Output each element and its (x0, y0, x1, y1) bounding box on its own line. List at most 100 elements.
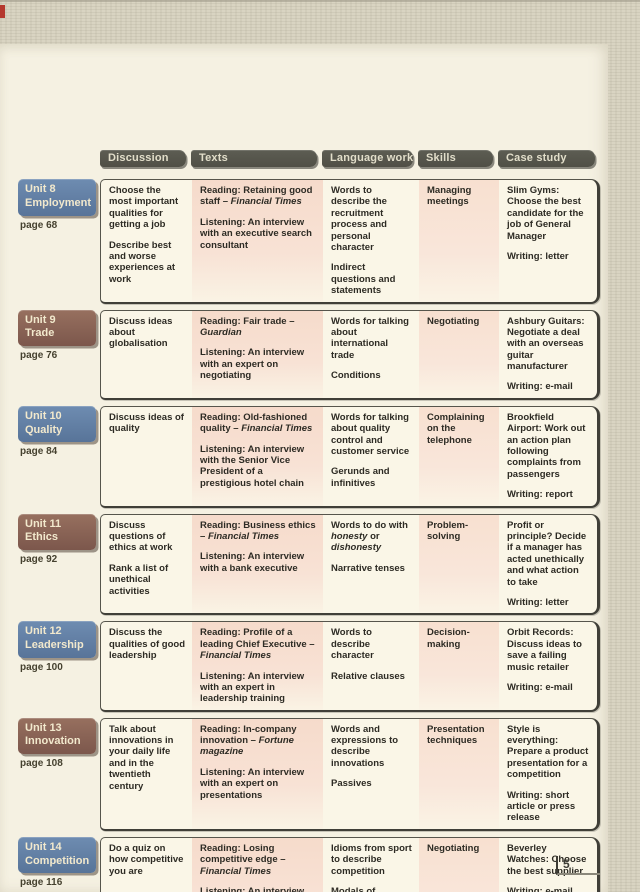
text-segment: Reading: (200, 411, 241, 423)
text-segment: Describe best and worse experiences at w… (109, 239, 176, 285)
text-segment: Words to describe the recruitment proces… (331, 185, 387, 253)
cell-paragraph: Words for talking about quality control … (331, 412, 412, 458)
cell-paragraph: Words and expressions to describe innova… (331, 724, 412, 770)
text-segment: Fair trade – (240, 315, 295, 327)
text-segment: Reading: (200, 627, 241, 639)
cell-paragraph: Problem-solving (427, 520, 492, 543)
text-segment: Negotiating (427, 315, 480, 327)
column-header-case-study: Case study (498, 150, 595, 167)
cell-paragraph: Writing: report (507, 489, 590, 500)
text-segment: Reading: (200, 315, 241, 327)
text-segment: Profile of a leading Chief Executive – (200, 627, 315, 650)
cell-paragraph: Writing: letter (507, 251, 590, 262)
cell-paragraph: Reading: Retaining good staff – Financia… (200, 185, 316, 208)
text-segment: Style is everything: Prepare a product p… (507, 723, 589, 781)
discussion-cell: Do a quiz on how competitive you are (101, 838, 192, 892)
contents-table: Discussion Texts Language work Skills Ca… (14, 150, 600, 892)
cell-paragraph: Profit or principle? Decide if a manager… (507, 520, 590, 588)
text-segment: Words for talking about quality control … (331, 411, 410, 458)
text-segment: Discuss ideas of quality (109, 411, 184, 435)
cell-paragraph: Orbit Records: Discuss ideas to save a f… (507, 627, 590, 673)
cell-paragraph: Discuss questions of ethics at work (109, 520, 185, 554)
cell-paragraph: Style is everything: Prepare a product p… (507, 724, 590, 781)
text-segment: Writing: (507, 681, 543, 693)
texts-cell: Reading: In-company innovation – Fortune… (192, 718, 323, 829)
language-work-cell: Words to describe character Relative clau… (323, 622, 419, 709)
cell-paragraph: Listening: An interview with the Marketi… (200, 886, 316, 892)
text-segment: Retaining good staff – (200, 185, 313, 208)
unit-row-unit-13: Unit 13 Innovation page 108 Talk about i… (14, 717, 600, 831)
unit-page-label: page 68 (20, 219, 58, 231)
discussion-cell: Discuss the qualities of good leadership (101, 622, 192, 709)
cell-paragraph: Words to do with honesty or dishonesty (331, 520, 412, 554)
text-segment: e-mail (542, 681, 573, 693)
cell-paragraph: Negotiating (427, 843, 492, 854)
discussion-cell: Discuss ideas of quality (101, 407, 192, 506)
text-segment: Words to describe character (331, 627, 374, 662)
cell-paragraph: Ashbury Guitars: Negotiate a deal with a… (507, 316, 590, 373)
language-work-cell: Words for talking about quality control … (323, 407, 419, 506)
cell-paragraph: Conditions (331, 370, 412, 381)
cell-paragraph: Reading: Business ethics – Financial Tim… (200, 520, 316, 543)
unit-tab-column: Unit 10 Quality page 84 (14, 405, 100, 458)
text-segment: Choose the most important qualities for … (109, 185, 179, 231)
unit-row-content: Discuss questions of ethics at work Rank … (100, 513, 600, 616)
unit-number: Unit 9 (25, 313, 56, 326)
text-segment: Idioms from sport to describe competitio… (331, 842, 412, 877)
text-segment: Conditions (331, 370, 381, 382)
unit-page-label: page 100 (20, 661, 63, 673)
unit-page-label: page 84 (20, 446, 58, 458)
language-work-cell: Words and expressions to describe innova… (323, 719, 419, 829)
unit-row-unit-11: Unit 11 Ethics page 92 Discuss questions… (14, 513, 600, 616)
cell-paragraph: Writing: e-mail (507, 381, 590, 392)
text-segment: Financial Times (230, 196, 302, 208)
text-segment: Financial Times (200, 865, 272, 877)
text-segment: Indirect questions and statements (331, 262, 396, 297)
case-study-cell: Brookfield Airport: Work out an action p… (499, 407, 597, 506)
column-header-language-work: Language work (322, 150, 413, 167)
text-segment: Do a quiz on how competitive you are (109, 842, 184, 877)
cell-paragraph: Idioms from sport to describe competitio… (331, 843, 412, 877)
unit-rows: Unit 8 Employment page 68 Choose the mos… (14, 179, 600, 892)
unit-tab-column: Unit 8 Employment page 68 (14, 179, 100, 231)
text-segment: An interview with the Senior Vice Presid… (200, 443, 305, 489)
unit-row-unit-8: Unit 8 Employment page 68 Choose the mos… (14, 179, 600, 304)
cell-paragraph: Managing meetings (427, 185, 492, 208)
text-segment: An interview with an executive search co… (200, 216, 312, 251)
unit-tab-unit-8: Unit 8 Employment (18, 179, 96, 216)
cell-paragraph: Indirect questions and statements (331, 262, 412, 296)
unit-tab-unit-11: Unit 11 Ethics (18, 513, 96, 551)
unit-tab-unit-9: Unit 9 Trade (18, 309, 96, 347)
unit-page-label: page 92 (20, 554, 58, 566)
skills-cell: Complaining on the telephone (419, 406, 499, 506)
column-header-discussion: Discussion (100, 150, 186, 167)
skills-cell: Negotiating (419, 310, 499, 398)
text-segment: Narrative tenses (331, 562, 405, 574)
unit-tab-column: Unit 12 Leadership page 100 (14, 621, 100, 673)
text-segment: An interview with the Marketing Manager … (247, 885, 305, 892)
cell-paragraph: Reading: Fair trade – Guardian (200, 316, 316, 339)
cell-paragraph: Writing: short article or press release (507, 790, 590, 824)
cell-paragraph: Slim Gyms: Choose the best candidate for… (507, 185, 590, 242)
text-segment: e-mail (542, 381, 573, 393)
text-segment: Fortune magazine (200, 735, 294, 758)
unit-row-unit-12: Unit 12 Leadership page 100 Discuss the … (14, 621, 600, 712)
text-segment: Reading: (200, 723, 241, 735)
text-segment: Losing competitive edge – (200, 842, 286, 866)
texts-cell: Reading: Losing competitive edge – Finan… (192, 837, 323, 892)
skills-cell: Decision-making (419, 622, 499, 710)
texts-cell: Reading: Fair trade – Guardian Listening:… (192, 310, 323, 398)
cell-paragraph: Reading: In-company innovation – Fortune… (200, 724, 316, 758)
unit-row-content: Discuss the qualities of good leadership… (100, 621, 600, 712)
unit-tab-unit-10: Unit 10 Quality (18, 405, 96, 443)
text-segment: Financial Times (241, 423, 313, 435)
unit-number: Unit 11 (25, 517, 62, 530)
text-segment: Writing: (507, 381, 543, 393)
cell-paragraph: Words to describe the recruitment proces… (331, 185, 412, 253)
cell-paragraph: Listening: An interview with an executiv… (200, 217, 316, 251)
language-work-cell: Words for talking about international tr… (323, 311, 419, 398)
text-segment: Negotiating (427, 842, 480, 854)
cell-paragraph: Listening: An interview with an expert o… (200, 767, 316, 801)
cell-paragraph: Words to describe character (331, 627, 412, 661)
